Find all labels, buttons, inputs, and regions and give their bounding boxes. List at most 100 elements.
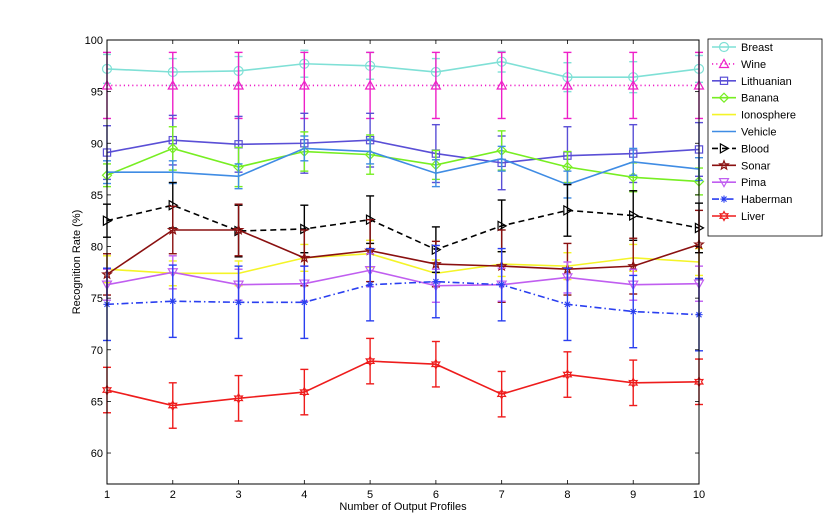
series-sonar [101, 203, 705, 303]
point-sonar [627, 259, 640, 272]
legend-label-ionosphere: Ionosphere [741, 110, 796, 122]
legend-entry-ionosphere: Ionosphere [712, 110, 796, 122]
legend-entry-sonar: Sonar [712, 159, 771, 172]
legend-marker-wine [718, 58, 730, 69]
legend-marker-sonar [718, 159, 730, 171]
series-vehicle [103, 135, 703, 199]
point-liver [562, 368, 573, 381]
series-banana [101, 126, 705, 196]
line-liver [106, 360, 700, 407]
series-ionosphere [103, 239, 703, 288]
y-tick-label: 100 [85, 35, 103, 47]
x-tick-label: 6 [433, 489, 439, 501]
series-liver [101, 337, 705, 429]
x-tick-label: 4 [301, 489, 307, 501]
legend-marker-blood [719, 142, 730, 154]
point-haberman [169, 297, 177, 305]
error-bar-wine [497, 51, 506, 120]
plot-frame [106, 39, 700, 485]
point-haberman [629, 307, 637, 316]
legend-entry-blood: Blood [712, 142, 769, 155]
point-haberman [563, 300, 572, 308]
legend-label-liver: Liver [741, 211, 765, 223]
y-tick-label: 95 [91, 87, 103, 99]
y-tick-label: 70 [91, 345, 103, 357]
line-lithuanian [106, 139, 700, 164]
line-vehicle [107, 147, 700, 186]
legend: Breast Wine Lithuanian Banana Ionosphere Vehi… [707, 38, 823, 237]
legend-label-vehicle: Vehicle [741, 127, 776, 139]
legend-label-lithuanian: Lithuanian [741, 76, 792, 88]
y-tick-label: 60 [91, 448, 103, 460]
point-blood [497, 220, 508, 232]
legend-marker-breast [718, 41, 730, 53]
point-sonar [166, 223, 179, 236]
x-axis-label: Number of Output Profiles [339, 501, 467, 513]
point-liver [365, 355, 376, 367]
point-liver [299, 386, 310, 398]
line-blood [106, 204, 700, 251]
x-tick-label: 8 [564, 489, 570, 501]
point-liver [496, 388, 507, 400]
point-wine [430, 79, 442, 90]
point-liver [233, 392, 244, 405]
legend-marker-banana [718, 92, 730, 104]
point-liver [628, 377, 639, 389]
point-haberman [498, 281, 506, 289]
legend-label-blood: Blood [741, 143, 769, 155]
point-wine [298, 79, 310, 90]
series-breast [101, 49, 705, 94]
series-haberman [103, 244, 703, 352]
point-blood [629, 210, 639, 222]
y-tick-label: 85 [91, 190, 103, 202]
y-tick-label: 80 [91, 242, 103, 254]
legend-label-banana: Banana [741, 93, 780, 105]
x-tick-label: 1 [104, 489, 110, 501]
legend-label-wine: Wine [741, 59, 766, 71]
error-bar-wine [629, 51, 638, 120]
point-banana [167, 143, 179, 154]
x-tick-label: 2 [170, 489, 176, 501]
legend-label-sonar: Sonar [741, 160, 771, 172]
legend-marker-lithuanian [719, 76, 729, 85]
point-haberman [300, 298, 308, 306]
legend-box [707, 38, 823, 237]
y-tick-label: 75 [91, 293, 103, 305]
y-tick-label: 65 [91, 396, 103, 408]
point-sonar [298, 251, 311, 263]
point-haberman [234, 298, 243, 306]
x-tick-label: 7 [499, 489, 505, 501]
point-wine [496, 79, 508, 90]
legend-marker-pima [718, 178, 730, 188]
point-wine [167, 79, 179, 90]
error-bar-wine [563, 51, 572, 120]
legend-entry-liver: Liver [712, 210, 765, 223]
point-wine [561, 79, 573, 90]
line-banana [106, 147, 700, 183]
legend-marker-haberman [720, 195, 728, 203]
line-haberman [106, 280, 700, 316]
legend-entry-haberman: Haberman [712, 194, 792, 206]
point-liver [167, 399, 178, 412]
legend-label-pima: Pima [741, 177, 767, 189]
legend-entry-pima: Pima [712, 177, 767, 189]
line-ionosphere [106, 252, 700, 275]
point-haberman [366, 281, 374, 289]
point-blood [563, 204, 574, 216]
error-bar-wine [431, 51, 440, 120]
point-wine [627, 79, 639, 90]
line-pima [106, 269, 700, 287]
series-blood [102, 181, 705, 274]
legend-entry-vehicle: Vehicle [712, 127, 776, 139]
x-tick-label: 9 [630, 489, 636, 501]
legend-label-breast: Breast [741, 42, 773, 54]
legend-entry-lithuanian: Lithuanian [712, 76, 792, 88]
legend-label-haberman: Haberman [741, 194, 792, 206]
x-tick-label: 10 [693, 489, 705, 501]
plot-layer [101, 49, 705, 429]
point-sonar [232, 223, 245, 236]
legend-marker-liver [718, 210, 730, 222]
legend-entry-banana: Banana [712, 92, 780, 105]
y-tick-label: 90 [91, 138, 103, 150]
